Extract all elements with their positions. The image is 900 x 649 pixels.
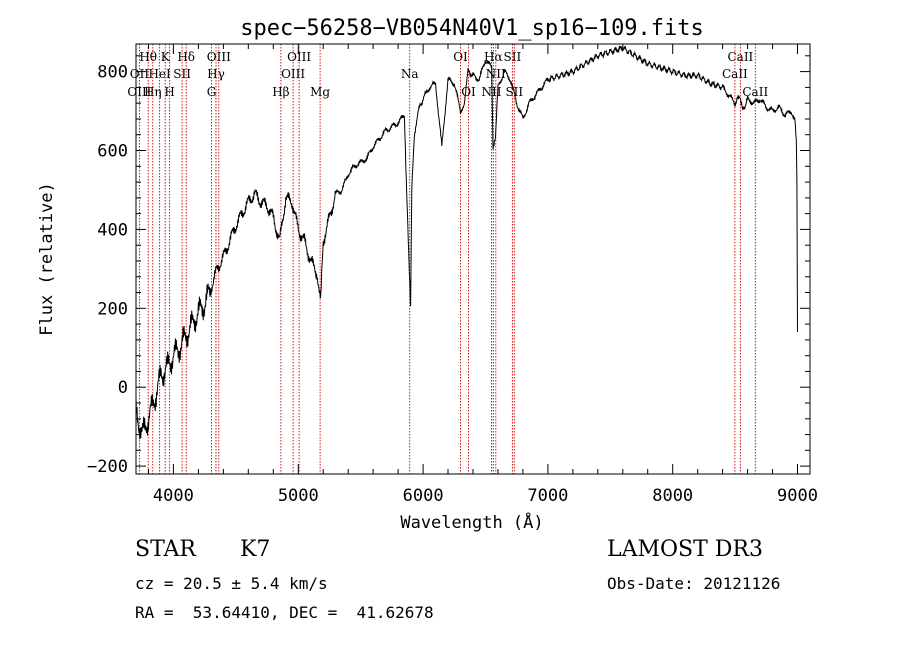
x-tick-label: 7000	[527, 486, 568, 506]
x-tick-label: 9000	[777, 486, 818, 506]
line-label: NII	[482, 85, 502, 99]
line-label: OII	[130, 67, 150, 81]
y-tick-label: 0	[118, 378, 128, 398]
line-label: Hθ	[139, 50, 157, 64]
line-label: OI	[453, 50, 468, 64]
line-label: SII	[505, 85, 523, 99]
line-labels: Hθ OII OIII K HeI Hη Hδ SII H OIII Hγ G OIII OIII Hβ Mg…	[127, 50, 768, 99]
line-label: OIII	[127, 85, 151, 99]
y-tick-label: 400	[97, 220, 128, 240]
survey-name: LAMOST DR3	[607, 537, 763, 562]
velocity-readout: cz = 20.5 ± 5.4 km/s	[135, 574, 328, 593]
object-class: STAR	[135, 537, 196, 562]
object-subclass: K7	[240, 537, 271, 562]
x-tick-label: 6000	[403, 486, 444, 506]
line-label: G	[207, 85, 217, 99]
line-label: OIII	[287, 50, 311, 64]
line-label: Hη	[144, 85, 162, 99]
line-label: OIII	[281, 67, 305, 81]
line-label: K	[161, 50, 171, 64]
x-axis-label: Wavelength (Å)	[400, 511, 543, 533]
line-label: HeI	[148, 67, 171, 81]
y-axis-label: Flux (relative)	[37, 182, 57, 336]
emission-line-markers	[138, 44, 756, 474]
line-label: OI	[461, 85, 476, 99]
plot-frame	[135, 43, 811, 475]
line-label: Hα	[484, 50, 503, 64]
line-label: H	[164, 85, 174, 99]
y-tick-label: 800	[97, 63, 128, 83]
line-label: Hδ	[177, 50, 195, 64]
line-label: CaII	[722, 67, 748, 81]
line-label: SII	[173, 67, 191, 81]
line-label: Mg	[310, 85, 330, 99]
x-tick-label: 4000	[153, 486, 194, 506]
line-label: Na	[401, 67, 419, 81]
x-tick-label: 5000	[278, 486, 319, 506]
line-label: Hβ	[272, 85, 289, 99]
obs-date: Obs-Date: 20121126	[607, 574, 781, 593]
y-tick-label: 600	[97, 142, 128, 162]
y-tick-label: −200	[87, 457, 128, 477]
line-label: NII	[486, 67, 506, 81]
axis-ticks: 4000 5000 6000 7000 8000 9000 −200 0 200 400 600 80…	[87, 44, 818, 506]
y-tick-label: 200	[97, 299, 128, 319]
line-label: Hγ	[207, 67, 225, 81]
chart-title: spec−56258−VB054N40V1_sp16−109.fits	[240, 16, 704, 41]
line-label: CaII	[742, 85, 768, 99]
flux-series-line	[135, 45, 798, 440]
line-label: CaII	[727, 50, 753, 64]
line-label: OIII	[207, 50, 231, 64]
x-tick-label: 8000	[652, 486, 693, 506]
line-label: SII	[504, 50, 522, 64]
coordinates-readout: RA = 53.64410, DEC = 41.62678	[135, 603, 434, 622]
